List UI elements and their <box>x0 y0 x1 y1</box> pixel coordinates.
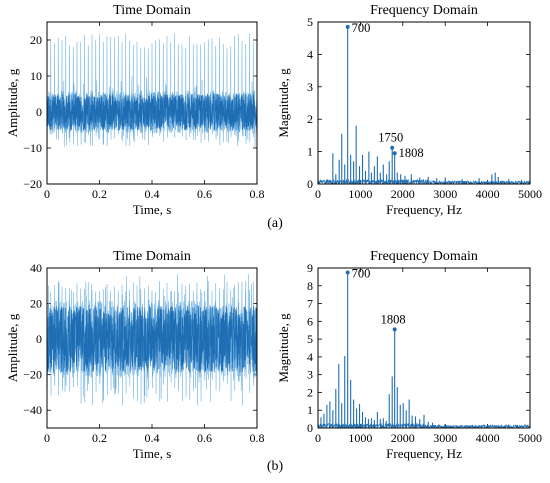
x-axis-label: Time, s <box>133 202 172 217</box>
x-tick-label: 5000 <box>518 187 542 201</box>
y-tick-label: 5 <box>307 15 313 29</box>
chart-a-freq: Frequency Domain 0 1000 2000 3000 4000 5000 0 1 2… <box>276 3 542 217</box>
x-tick-label: 5000 <box>518 431 542 445</box>
y-tick-label: −20 <box>23 177 42 191</box>
y-tick-label: 20 <box>30 33 42 47</box>
y-tick-label: −20 <box>23 368 42 382</box>
y-axis-label: Amplitude, g <box>5 68 20 137</box>
x-tick-label: 2000 <box>391 187 415 201</box>
y-axis-label: Amplitude, g <box>5 313 20 382</box>
y-tick-label: 2 <box>307 385 313 399</box>
plot-frame <box>317 267 531 429</box>
peak-label: 700 <box>352 21 371 35</box>
x-tick-label: 4000 <box>476 187 500 201</box>
x-tick-label: 3000 <box>433 431 457 445</box>
x-tick-label: 0 <box>44 431 50 445</box>
plot-frame <box>46 267 258 429</box>
chart-title: Time Domain <box>113 3 191 18</box>
x-tick-label: 0.6 <box>197 187 212 201</box>
y-tick-label: 4 <box>307 47 313 61</box>
y-tick-label: 0 <box>307 421 313 435</box>
peak-marker <box>390 145 395 150</box>
x-tick-label: 4000 <box>476 431 500 445</box>
peak-marker <box>392 151 397 156</box>
y-tick-label: 3 <box>307 368 313 382</box>
signal-trace-core <box>47 305 257 373</box>
y-tick-label: 1 <box>307 145 313 159</box>
y-tick-label: 6 <box>307 314 313 328</box>
peak-marker <box>392 327 397 332</box>
x-tick-label: 0.8 <box>250 187 265 201</box>
x-axis-label: Frequency, Hz <box>386 202 462 217</box>
plot-area <box>318 26 530 184</box>
x-tick-label: 0.4 <box>145 431 160 445</box>
y-axis-label: Magnitude, g <box>276 68 291 138</box>
y-tick-label: 8 <box>307 279 313 293</box>
y-tick-label: 9 <box>307 261 313 275</box>
chart-title: Time Domain <box>113 249 191 264</box>
y-tick-label: 0 <box>36 105 42 119</box>
y-tick-label: 3 <box>307 80 313 94</box>
y-tick-label: 1 <box>307 403 313 417</box>
chart-a-time: Time Domain 0 0.2 0.4 0.6 0.8 −20 −10 0 10 20 Time,… <box>5 3 265 217</box>
chart-title: Frequency Domain <box>370 249 478 264</box>
x-axis-label: Time, s <box>133 446 172 461</box>
plot-frame <box>317 21 531 185</box>
peak-label: 1750 <box>378 131 403 145</box>
x-tick-label: 3000 <box>433 187 457 201</box>
y-tick-label: 40 <box>30 261 42 275</box>
y-tick-label: 5 <box>307 332 313 346</box>
y-axis-label: Magnitude, g <box>276 313 291 383</box>
y-tick-label: −40 <box>23 403 42 417</box>
plot-area <box>318 272 530 428</box>
x-tick-label: 0 <box>315 431 321 445</box>
x-tick-label: 0.2 <box>92 187 107 201</box>
signal-trace-outer <box>47 33 257 148</box>
x-tick-label: 1000 <box>348 431 372 445</box>
y-tick-label: 10 <box>30 69 42 83</box>
peak-label: 1808 <box>381 312 406 326</box>
x-tick-label: 0.2 <box>92 431 107 445</box>
x-tick-label: 0.8 <box>250 431 265 445</box>
x-tick-label: 0.6 <box>197 431 212 445</box>
panel-label-a: (a) <box>267 216 283 231</box>
signal-trace-core <box>47 93 257 131</box>
chart-b-time: Time Domain 0 0.2 0.4 0.6 0.8 −40 −20 0 20 40 Time,… <box>5 249 265 461</box>
plot-area <box>47 33 257 148</box>
y-tick-label: 2 <box>307 112 313 126</box>
panel-label-b: (b) <box>267 459 284 474</box>
x-axis-label: Frequency, Hz <box>386 446 462 461</box>
chart-title: Frequency Domain <box>370 3 478 18</box>
x-tick-label: 2000 <box>391 431 415 445</box>
peak-label: 700 <box>352 266 371 280</box>
y-tick-label: 20 <box>30 297 42 311</box>
plot-area <box>47 274 257 406</box>
x-tick-label: 0 <box>44 187 50 201</box>
y-tick-label: 0 <box>36 332 42 346</box>
x-tick-label: 0 <box>315 187 321 201</box>
y-tick-label: 7 <box>307 297 313 311</box>
x-tick-label: 0.4 <box>145 187 160 201</box>
plot-frame <box>46 21 258 185</box>
y-tick-label: 4 <box>307 350 313 364</box>
x-tick-label: 1000 <box>348 187 372 201</box>
y-tick-label: 0 <box>307 177 313 191</box>
peak-label: 1808 <box>399 146 424 160</box>
peak-marker <box>345 24 350 29</box>
y-tick-label: −10 <box>23 141 42 155</box>
peak-marker <box>345 270 350 275</box>
